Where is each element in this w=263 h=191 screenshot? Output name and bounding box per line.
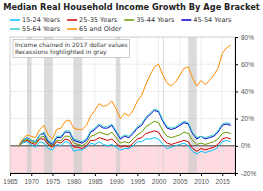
x-tick-mark <box>95 173 96 176</box>
legend-swatch <box>10 28 20 30</box>
axis-domain <box>11 174 236 177</box>
annotation-text: Income chained in 2017 dollar valuesRece… <box>15 41 128 56</box>
y-tick-label: 40% <box>241 88 254 95</box>
y-tick-mark <box>235 173 238 174</box>
x-tick-mark <box>180 173 181 176</box>
series-line <box>18 131 230 151</box>
annotation-box <box>13 39 130 57</box>
recession-band <box>163 37 164 173</box>
y-axis: -20% 0% 20% 40% 60% 80% <box>235 34 256 177</box>
annotation-line: Income chained in 2017 dollar values <box>15 41 128 48</box>
series-line <box>18 45 230 146</box>
y-tick: 60% <box>235 61 254 68</box>
x-tick-mark <box>31 173 32 176</box>
legend-label: 55-64 Years <box>22 25 61 33</box>
plot-frame <box>10 37 235 173</box>
y-tick-label: 20% <box>241 115 254 122</box>
x-tick-mark <box>159 173 160 176</box>
x-tick: 1970 <box>24 173 39 185</box>
x-tick: 2015 <box>216 173 231 185</box>
y-tick: -20% <box>235 170 256 177</box>
x-tick: 2005 <box>173 173 188 185</box>
legend: 15-24 Years 25-35 Years 35-44 Years 45-54 Y… <box>10 16 232 33</box>
x-tick-mark <box>201 173 202 176</box>
x-tick: 1975 <box>46 173 61 185</box>
y-tick: 0% <box>235 142 251 149</box>
y-tick-mark <box>235 37 238 38</box>
legend-swatch <box>67 19 77 21</box>
legend-label: 65 and Older <box>79 25 122 33</box>
x-tick-mark <box>137 173 138 176</box>
legend-label: 25-35 Years <box>79 16 118 24</box>
x-tick-mark <box>74 173 75 176</box>
legend-item: 55-64 Years <box>10 25 61 33</box>
x-tick: 2010 <box>194 173 209 185</box>
y-tick: 20% <box>235 115 254 122</box>
x-tick-label: 1990 <box>109 178 124 185</box>
series-line <box>18 110 230 145</box>
y-tick-mark <box>235 119 238 120</box>
legend-label: 15-24 Years <box>22 16 61 24</box>
x-tick-label: 2015 <box>216 178 231 185</box>
y-tick-label: 80% <box>241 34 254 41</box>
x-tick-label: 1995 <box>131 178 146 185</box>
y-tick-mark <box>235 146 238 147</box>
y-tick-label: 60% <box>241 61 254 68</box>
plot-background <box>10 37 235 173</box>
title: Median Real Household Income Growth By A… <box>3 2 260 12</box>
x-tick: 1995 <box>131 173 146 185</box>
x-tick-label: 1985 <box>88 178 103 185</box>
legend-item: 35-44 Years <box>124 16 175 24</box>
legend-swatch <box>124 19 134 21</box>
annotation-line: Recessions highlighted in gray <box>15 48 107 56</box>
y-tick-mark <box>235 91 238 92</box>
axis-domain <box>236 38 239 174</box>
legend-item: 45-54 Years <box>181 16 232 24</box>
x-tick-mark <box>10 173 11 176</box>
grid-line-x <box>222 37 223 173</box>
chart-svg: Median Real Household Income Growth By A… <box>0 0 263 191</box>
x-tick: 1990 <box>109 173 124 185</box>
x-tick-mark <box>222 173 223 176</box>
x-tick-label: 1975 <box>46 178 61 185</box>
x-tick: 2000 <box>152 173 167 185</box>
legend-label: 35-44 Years <box>136 16 175 24</box>
y-tick-label: 0% <box>241 142 251 149</box>
grid-line-x <box>158 37 159 173</box>
x-tick: 1985 <box>88 173 103 185</box>
x-axis: 1965 1970 1975 1980 1985 1990 1995 2000 2005 2010… <box>3 173 235 185</box>
x-tick-label: 2005 <box>173 178 188 185</box>
background <box>0 0 263 191</box>
legend-item: 25-35 Years <box>67 16 118 24</box>
plot-area <box>10 37 235 173</box>
x-tick-label: 1970 <box>24 178 39 185</box>
chart-container: Median Real Household Income Growth By A… <box>0 0 263 191</box>
legend-swatch <box>10 19 20 21</box>
legend-swatch <box>67 28 77 30</box>
grid-line-x <box>179 37 180 173</box>
x-tick-label: 2010 <box>194 178 209 185</box>
x-tick-mark <box>116 173 117 176</box>
grid-line-x <box>201 37 202 173</box>
y-tick-label: -20% <box>241 170 256 177</box>
grid-line-x <box>137 37 138 173</box>
legend-item: 65 and Older <box>67 25 122 33</box>
x-tick: 1980 <box>67 173 82 185</box>
annotation: Income chained in 2017 dollar valuesRece… <box>13 39 130 57</box>
legend-swatch <box>181 19 191 21</box>
series-line <box>18 109 230 146</box>
x-tick-label: 1965 <box>3 178 18 185</box>
grid <box>10 37 235 173</box>
y-tick-mark <box>235 64 238 65</box>
x-tick-label: 2000 <box>152 178 167 185</box>
legend-item: 15-24 Years <box>10 16 61 24</box>
x-tick: 1965 <box>3 173 18 185</box>
y-tick: 80% <box>235 34 254 41</box>
x-tick-label: 1980 <box>67 178 82 185</box>
y-tick: 40% <box>235 88 254 95</box>
legend-label: 45-54 Years <box>193 16 232 24</box>
lines <box>18 45 230 154</box>
x-tick-mark <box>52 173 53 176</box>
